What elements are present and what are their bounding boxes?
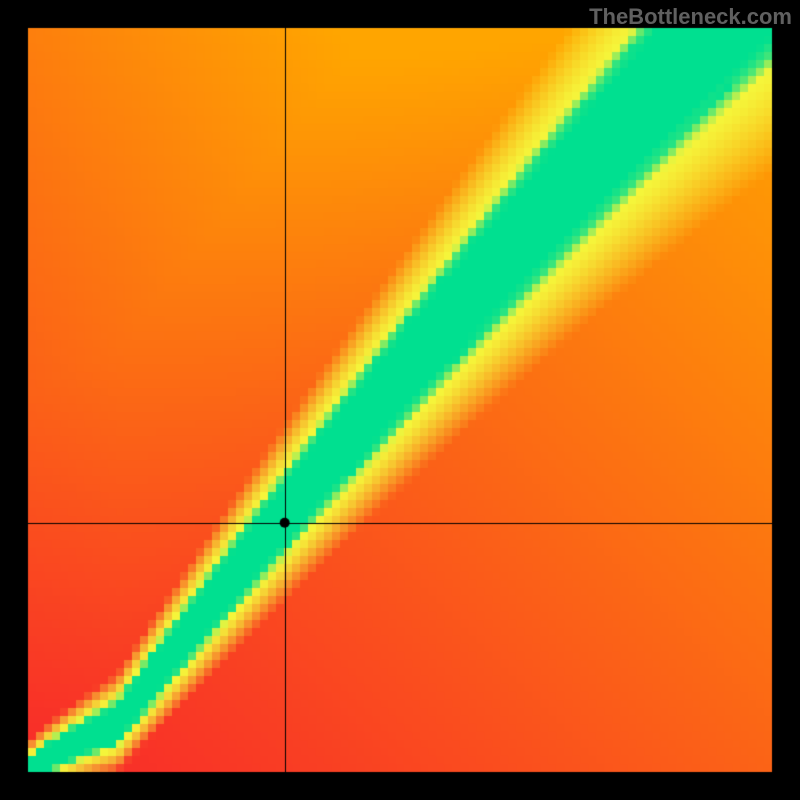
bottleneck-heatmap-container: { "watermark": "TheBottleneck.com", "hea… bbox=[0, 0, 800, 800]
bottleneck-heatmap-canvas bbox=[0, 0, 800, 800]
